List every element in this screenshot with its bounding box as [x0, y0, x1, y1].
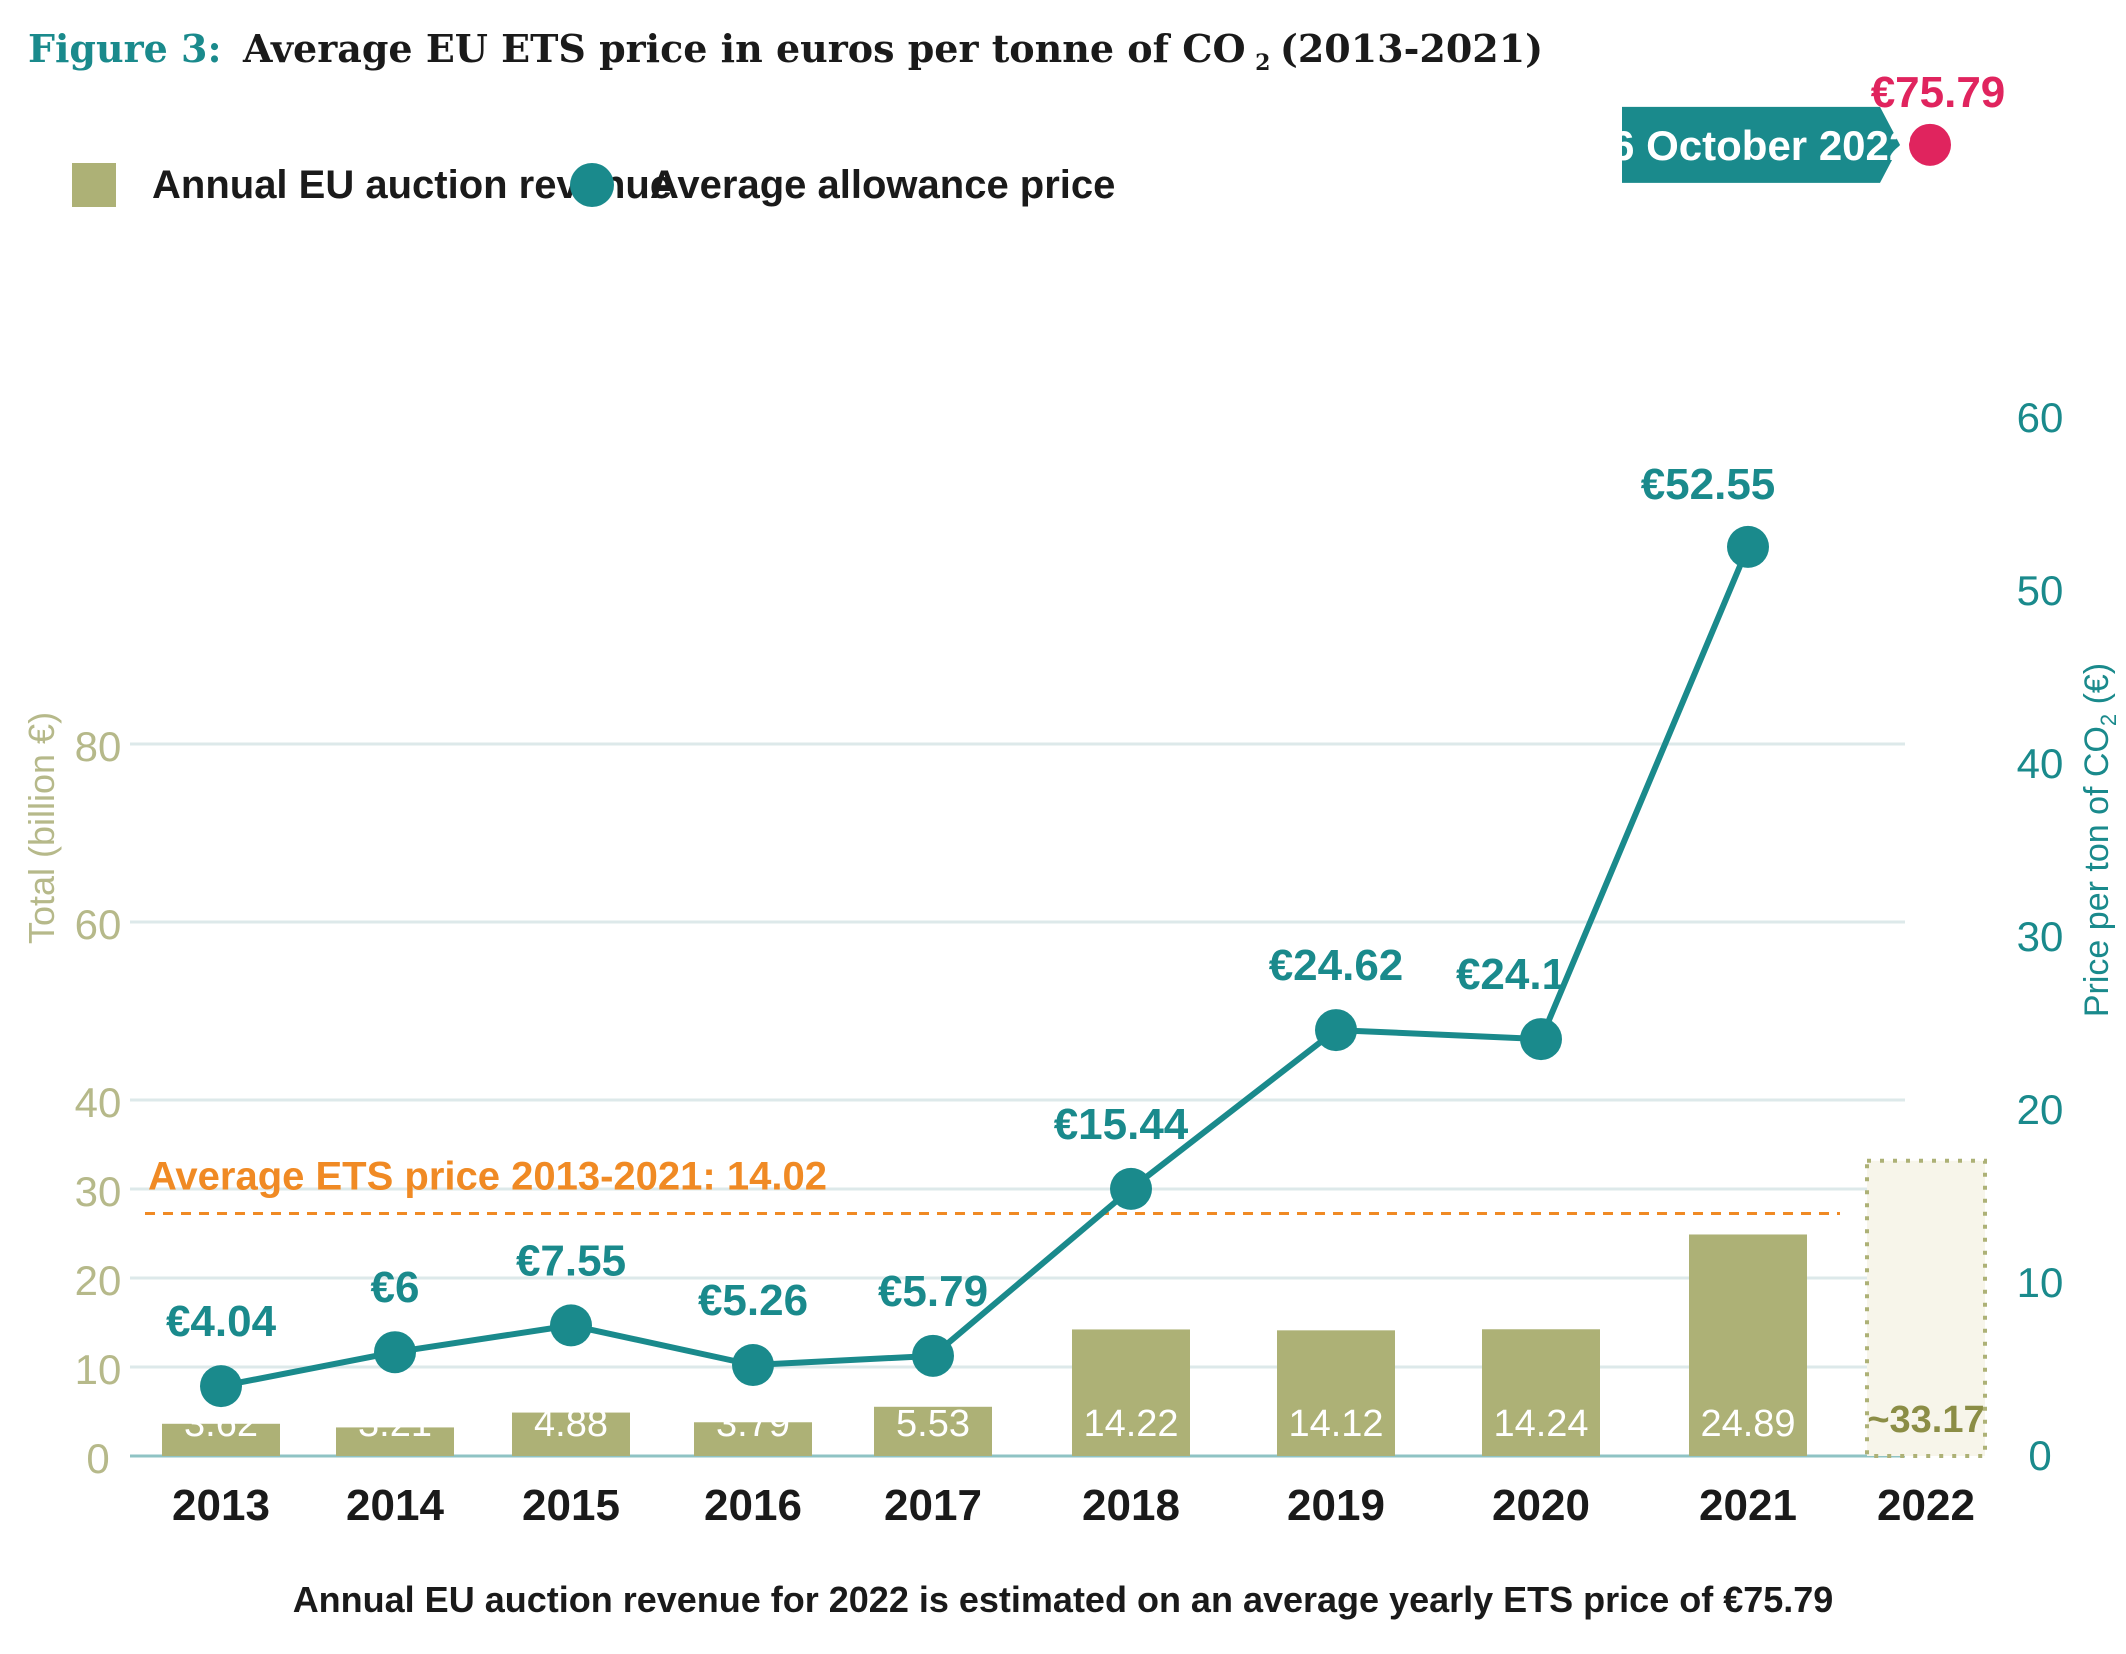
bar-value-label: 3.79: [716, 1403, 790, 1445]
highlight-label: €75.79: [1871, 68, 2006, 117]
price-point: [550, 1304, 592, 1347]
bar-value-label: 14.12: [1288, 1403, 1383, 1445]
reference-line-label: Average ETS price 2013-2021: 14.02: [148, 1154, 827, 1198]
bar: [1689, 1234, 1807, 1456]
bar: [1482, 1329, 1600, 1456]
bar-estimated: [1865, 1158, 1987, 1458]
left-tick-label: 20: [75, 1257, 122, 1304]
legend: Annual EU auction revenue Average allowa…: [72, 163, 1115, 207]
left-tick-label: 10: [75, 1346, 122, 1393]
callout-group: €75.79 26 October 2022: [1588, 68, 2006, 183]
price-label: €5.79: [878, 1267, 988, 1316]
price-point: [732, 1344, 774, 1387]
x-tick-label: 2016: [704, 1481, 802, 1530]
left-axis-title: Total (billion €): [21, 712, 62, 944]
left-tick-label: 60: [75, 901, 122, 948]
reference-line-group: Average ETS price 2013-2021: 14.02: [145, 1154, 1840, 1215]
legend-line-swatch: [570, 163, 614, 207]
x-tick-label: 2018: [1082, 1481, 1180, 1530]
price-point: [1315, 1009, 1357, 1052]
title-text: Average EU ETS price in euros per tonne …: [242, 26, 1246, 71]
left-tick-label: 0: [86, 1435, 109, 1482]
bar: [336, 1427, 454, 1456]
bar-series: 3.62 3.21 4.88 3.79 5.53 14.22 14.12 14.24 24.89…: [162, 1158, 1987, 1458]
x-tick-label: 2013: [172, 1481, 270, 1530]
footnote: Annual EU auction revenue for 2022 is es…: [293, 1579, 1834, 1620]
highlight-point: [1909, 123, 1951, 166]
x-tick-label: 2015: [522, 1481, 620, 1530]
price-label: €24.62: [1269, 941, 1404, 990]
price-label: €6: [371, 1263, 420, 1312]
left-axis: 0 10 20 30 40 60 80: [75, 723, 122, 1482]
right-tick-label: 50: [2017, 567, 2064, 614]
right-axis: 0 10 20 30 40 50 60: [2017, 394, 2064, 1479]
bar-value-label: 3.62: [184, 1403, 258, 1445]
right-axis-title-main: Price per ton of CO: [2078, 726, 2116, 1017]
x-axis: 2013 2014 2015 2016 2017 2018 2019 2020 2021 2022: [172, 1481, 1975, 1530]
price-point: [1727, 525, 1769, 568]
legend-bar-swatch: [72, 163, 116, 207]
price-point: [1110, 1167, 1152, 1210]
price-point: [912, 1334, 954, 1377]
price-point: [200, 1365, 242, 1408]
left-tick-label: 40: [75, 1079, 122, 1126]
price-label: €4.04: [166, 1297, 277, 1346]
callout-label: 26 October 2022: [1588, 122, 1913, 169]
x-tick-label: 2019: [1287, 1481, 1385, 1530]
left-tick-label: 80: [75, 723, 122, 770]
right-tick-label: 40: [2017, 740, 2064, 787]
x-tick-label: 2020: [1492, 1481, 1590, 1530]
chart-title: Figure 3: Average EU ETS price in euros …: [28, 26, 1543, 79]
right-axis-title: Price per ton of CO2 (€): [2078, 663, 2121, 1017]
right-axis-title-sub: 2: [2096, 714, 2121, 726]
callout-box: [1622, 106, 1900, 183]
figure-number: Figure 3:: [28, 26, 222, 71]
bar: [162, 1423, 280, 1456]
line-series: €4.04 €6 €7.55 €5.26 €5.79 €15.44 €24.62 €24.1 €…: [166, 460, 1776, 1408]
bar-value-label: 14.24: [1493, 1403, 1588, 1445]
x-tick-label: 2014: [346, 1481, 444, 1530]
price-point: [374, 1331, 416, 1374]
left-tick-label: 30: [75, 1168, 122, 1215]
price-label: €24.1: [1456, 950, 1566, 999]
legend-line-label: Average allowance price: [650, 163, 1115, 207]
x-tick-label: 2022: [1877, 1481, 1975, 1530]
bar: [1072, 1329, 1190, 1456]
right-tick-label: 30: [2017, 913, 2064, 960]
bar-value-label: 3.21: [358, 1403, 432, 1445]
bar-value-label: 14.22: [1083, 1403, 1178, 1445]
right-axis-title-suffix: (€): [2078, 663, 2116, 714]
bar: [1277, 1330, 1395, 1456]
right-tick-label: 0: [2028, 1432, 2051, 1479]
gridlines: [130, 742, 1905, 1458]
bar: [694, 1422, 812, 1456]
right-tick-label: 20: [2017, 1086, 2064, 1133]
price-label: €15.44: [1054, 1100, 1189, 1149]
price-label: €5.26: [698, 1276, 808, 1325]
title-suffix: (2013-2021): [1280, 26, 1543, 71]
right-tick-label: 60: [2017, 394, 2064, 441]
price-label: €52.55: [1641, 460, 1776, 509]
price-label: €7.55: [516, 1236, 626, 1285]
bar-value-label: 4.88: [534, 1403, 608, 1445]
x-tick-label: 2021: [1699, 1481, 1797, 1530]
x-tick-label: 2017: [884, 1481, 982, 1530]
bar-value-label: 24.89: [1700, 1403, 1795, 1445]
right-tick-label: 10: [2017, 1259, 2064, 1306]
price-point: [1520, 1018, 1562, 1061]
bar-value-label: 5.53: [896, 1403, 970, 1445]
bar: [512, 1412, 630, 1456]
bar: [874, 1406, 992, 1456]
bar-value-label: ~33.17: [1867, 1399, 1984, 1441]
title-subscript: 2: [1255, 50, 1270, 76]
